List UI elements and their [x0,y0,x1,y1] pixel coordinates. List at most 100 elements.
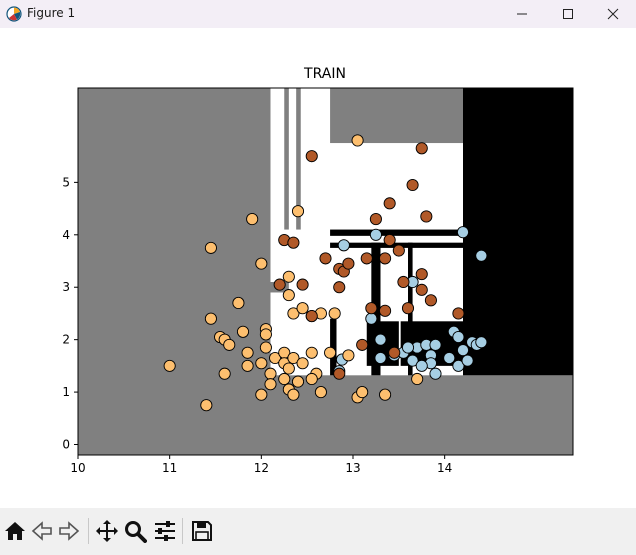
data-point [443,351,456,365]
data-point [246,213,259,226]
data-point [342,349,355,362]
y-tick-label: 1 [62,385,70,399]
data-point [305,150,318,163]
data-point [278,372,291,386]
decision-region [270,375,573,455]
data-point [342,257,355,270]
configure-subplots-button[interactable] [152,518,178,544]
data-point [374,333,387,346]
home-button[interactable] [2,518,28,544]
data-point [388,346,401,359]
decision-region [330,318,337,376]
data-point [415,268,428,281]
data-point [429,367,442,380]
forward-icon [59,521,80,541]
navigation-toolbar [0,508,636,555]
y-tick-label: 3 [62,280,70,294]
decision-region [330,229,463,236]
data-point [296,357,309,370]
data-point [379,388,392,401]
data-point [337,239,350,252]
data-point [374,351,387,365]
back-icon [31,521,52,541]
data-point [269,351,282,365]
data-point [163,359,176,372]
data-point [204,241,217,254]
data-point [204,312,217,325]
data-point [319,252,332,265]
data-point [452,359,465,372]
data-point [259,328,272,341]
save-button[interactable] [189,518,215,544]
data-point [255,257,268,270]
data-point [236,325,250,338]
data-point [452,330,465,344]
data-point [255,357,268,370]
data-point [296,278,309,291]
data-point [383,197,396,210]
data-point [456,344,470,357]
data-point [287,388,300,401]
data-point [287,351,300,365]
figure-canvas[interactable]: 10 11 12 13 14 0 1 2 3 4 5 TRAIN [0,28,636,508]
data-point [397,275,410,289]
chart-title: TRAIN [303,66,346,82]
zoom-icon [125,521,147,543]
data-point [305,346,318,359]
data-point [475,336,488,349]
data-point [415,359,428,372]
toolbar-separator [182,518,183,544]
data-point [424,294,437,307]
data-point [218,367,231,380]
home-icon [5,522,25,540]
toolbar-separator [88,518,89,544]
data-point [232,296,245,310]
data-point [379,252,392,265]
data-point [365,302,378,315]
data-point [475,249,488,262]
x-tick-label: 11 [162,461,177,475]
data-point [291,375,305,388]
data-point [406,354,419,367]
data-point [406,178,419,192]
forward-button[interactable] [56,518,82,544]
x-tick-label: 14 [437,461,452,475]
data-point [305,372,318,386]
data-point [282,270,295,283]
data-point [314,386,327,399]
y-tick-label: 5 [62,175,70,189]
data-point [401,302,415,315]
data-point [264,378,277,391]
axes-frame [77,87,574,456]
window-titlebar: Figure 1 [0,0,636,28]
x-tick-label: 10 [70,461,85,475]
data-points [163,134,488,412]
back-button[interactable] [29,518,55,544]
maximize-button[interactable] [545,0,591,28]
pan-button[interactable] [94,518,120,544]
pan-icon [96,520,118,542]
decision-region [296,88,301,230]
data-point [360,252,373,265]
zoom-button[interactable] [122,518,148,544]
data-point [328,307,341,320]
decision-region [330,88,463,144]
data-point [282,289,295,302]
minimize-button[interactable] [499,0,545,28]
window-title: Figure 1 [27,6,76,20]
data-point [223,338,236,351]
data-point [411,372,424,386]
data-point [296,302,309,315]
data-point [273,278,286,291]
save-icon [192,521,212,541]
configure-subplots-icon [155,521,175,541]
y-tick-label: 2 [62,333,70,347]
decision-region [463,88,573,376]
close-icon [607,8,619,20]
data-point [241,346,254,359]
data-point [333,367,346,380]
data-point [369,213,382,226]
close-button[interactable] [590,0,636,28]
data-point [291,205,305,218]
data-point [259,341,272,354]
